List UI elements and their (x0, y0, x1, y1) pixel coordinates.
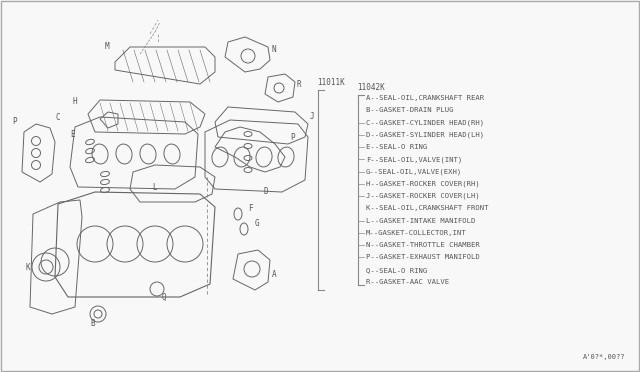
Text: K: K (25, 263, 29, 272)
Text: B--GASKET-DRAIN PLUG: B--GASKET-DRAIN PLUG (366, 107, 454, 113)
Text: Q: Q (162, 293, 166, 302)
Text: Q--SEAL-O RING: Q--SEAL-O RING (366, 267, 428, 273)
Text: P: P (290, 133, 294, 142)
Text: P--GASKET-EXHAUST MANIFOLD: P--GASKET-EXHAUST MANIFOLD (366, 254, 480, 260)
Text: B: B (90, 319, 95, 328)
Text: C: C (55, 113, 60, 122)
Text: N--GASKET-THROTTLE CHAMBER: N--GASKET-THROTTLE CHAMBER (366, 242, 480, 248)
Text: H: H (72, 97, 77, 106)
Text: D: D (264, 187, 269, 196)
Text: D--GASKET-SYLINDER HEAD(LH): D--GASKET-SYLINDER HEAD(LH) (366, 132, 484, 138)
Text: J: J (310, 112, 315, 121)
Text: 11011K: 11011K (317, 78, 345, 87)
Text: L--GASKET-INTAKE MANIFOLD: L--GASKET-INTAKE MANIFOLD (366, 218, 476, 224)
Text: L: L (152, 183, 157, 192)
Text: E: E (70, 130, 75, 139)
Text: N: N (272, 45, 276, 54)
Text: R--GASKET-AAC VALVE: R--GASKET-AAC VALVE (366, 279, 449, 285)
Text: 11042K: 11042K (357, 83, 385, 92)
Text: A--SEAL-OIL,CRANKSHAFT REAR: A--SEAL-OIL,CRANKSHAFT REAR (366, 95, 484, 101)
Text: M--GASKET-COLLECTOR,INT: M--GASKET-COLLECTOR,INT (366, 230, 467, 236)
Text: F: F (248, 204, 253, 213)
Text: C--GASKET-CYLINDER HEAD(RH): C--GASKET-CYLINDER HEAD(RH) (366, 119, 484, 126)
Text: G--SEAL-OIL,VALVE(EXH): G--SEAL-OIL,VALVE(EXH) (366, 169, 462, 175)
Text: R: R (297, 80, 301, 89)
Text: A: A (272, 270, 276, 279)
Text: P: P (12, 117, 17, 126)
Text: J--GASKET-ROCKER COVER(LH): J--GASKET-ROCKER COVER(LH) (366, 193, 480, 199)
Text: K--SEAL-OIL,CRANKSHAFT FRONT: K--SEAL-OIL,CRANKSHAFT FRONT (366, 205, 488, 211)
Text: F--SEAL-OIL,VALVE(INT): F--SEAL-OIL,VALVE(INT) (366, 156, 462, 163)
Text: G: G (255, 219, 260, 228)
Text: A'0?*,00??: A'0?*,00?? (582, 354, 625, 360)
Text: H--GASKET-ROCKER COVER(RH): H--GASKET-ROCKER COVER(RH) (366, 181, 480, 187)
Text: E--SEAL-O RING: E--SEAL-O RING (366, 144, 428, 150)
Text: M: M (105, 42, 109, 51)
